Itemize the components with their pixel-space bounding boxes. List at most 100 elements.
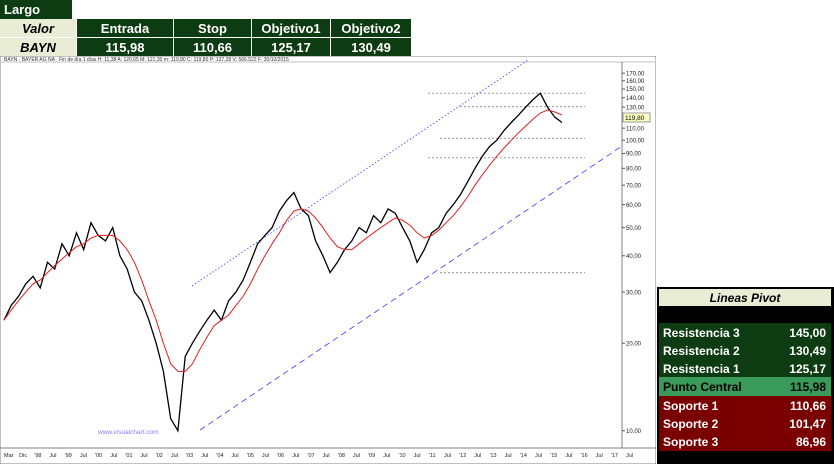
y-tick-label: 150,00 [626,87,645,93]
pivot-label: Resistencia 1 [663,361,740,376]
x-tick-label: Jul [201,453,208,459]
y-tick-label: 20,00 [626,341,642,347]
x-axis-ticks: Mar Dic '98 Jul '99 Jul '00 Jul '01 Jul '02 Jul '03 J… [4,453,633,459]
x-tick-label: '07 [307,453,314,459]
value-ticker: BAYN [0,38,76,56]
x-tick-label: Jul [110,453,117,459]
x-tick-label: '06 [277,453,284,459]
header-valor: Valor [0,19,76,37]
y-tick-label: 140,00 [626,96,645,102]
x-tick-label: '09 [368,453,375,459]
value-stop: 110,66 [174,38,251,56]
x-tick-label: Jul [262,453,269,459]
x-tick-label: Jul [535,453,542,459]
chart-info-line: BAYN · BAYER AG NA · Fin de día 1 días H… [4,57,289,63]
x-tick-label: Dic [19,453,27,459]
x-tick-label: '15 [550,453,557,459]
x-tick-label: Jul [474,453,481,459]
x-tick-label: Jul [505,453,512,459]
y-tick-label: 30,00 [626,290,642,296]
x-tick-label: '99 [65,453,72,459]
y-tick-label: 160,00 [626,79,645,85]
pivot-row-soporte-1: Soporte 1 110,66 [659,396,831,415]
x-tick-label: Jul [626,453,633,459]
y-tick-label: 110,00 [626,126,645,132]
x-tick-label: '04 [216,453,223,459]
pivot-value: 101,47 [789,416,826,431]
x-tick-label: Jul [141,453,148,459]
x-tick-label: Jul [414,453,421,459]
y-tick-label: 70,00 [626,183,642,189]
x-tick-label: Jul [80,453,87,459]
y-tick-label: 100,00 [626,138,645,144]
pivot-value: 130,49 [789,343,826,358]
x-tick-label: Jul [383,453,390,459]
y-tick-label: 130,00 [626,105,645,111]
x-tick-label: '98 [34,453,41,459]
pivot-title: Lineas Pivot [659,289,831,306]
x-tick-label: '14 [520,453,527,459]
y-tick-label: 80,00 [626,167,642,173]
pivot-value: 125,17 [789,361,826,376]
x-tick-label: Jul [444,453,451,459]
pivot-value: 110,66 [789,398,826,413]
y-tick-label: 90,00 [626,152,642,158]
x-tick-label: '13 [489,453,496,459]
x-tick-label: '16 [580,453,587,459]
pivot-label: Resistencia 2 [663,343,740,358]
x-tick-label: Jul [232,453,239,459]
trend-channels [191,59,623,431]
pivot-row-punto-central: Punto Central 115,98 [659,377,831,396]
x-tick-label: '11 [429,453,436,459]
x-tick-label: Jul [353,453,360,459]
x-tick-label: '05 [247,453,254,459]
header-objetivo1: Objetivo1 [252,19,330,37]
pivot-label: Punto Central [663,379,742,394]
pivot-label: Soporte 2 [663,416,719,431]
pivot-row-resistencia-3: Resistencia 3 145,00 [659,323,831,342]
header-stop: Stop [174,19,251,37]
pivot-label: Soporte 3 [663,434,719,449]
pivot-label: Resistencia 3 [663,325,740,340]
value-entrada: 115,98 [77,38,173,56]
pivot-label: Soporte 1 [663,398,719,413]
pivot-row-soporte-3: Soporte 3 86,96 [659,432,831,451]
y-tick-label: 170,00 [626,71,645,77]
pivot-row-resistencia-1: Resistencia 1 125,17 [659,359,831,378]
price-series-line [3,92,563,433]
x-tick-label: '17 [611,453,618,459]
header-objetivo2: Objetivo2 [331,19,411,37]
watermark: www.visualchart.com [97,429,159,436]
x-tick-label: Jul [292,453,299,459]
pivot-value: 86,96 [795,434,826,449]
x-tick-label: Jul [565,453,572,459]
x-tick-label: '12 [459,453,466,459]
price-chart[interactable]: BAYN · BAYER AG NA · Fin de día 1 días H… [0,56,656,464]
pivot-value: 145,00 [789,325,826,340]
trend-channel-line [191,59,529,287]
header-entrada: Entrada [77,19,173,37]
y-tick-label: 40,00 [626,254,642,260]
last-price-label: 119,80 [625,115,645,122]
trend-channel-line [199,145,623,431]
moving-average-line [3,109,563,372]
x-tick-label: Mar [4,453,14,459]
x-tick-label: '10 [398,453,405,459]
x-tick-label: Jul [50,453,57,459]
x-tick-label: Jul [596,453,603,459]
y-tick-label: 10,00 [626,429,642,435]
x-tick-label: '02 [156,453,163,459]
x-tick-label: Jul [323,453,330,459]
x-tick-label: '01 [125,453,132,459]
x-tick-label: Jul [171,453,178,459]
pivot-panel: Lineas Pivot Resistencia 3 145,00 Resiste… [657,287,834,464]
y-tick-label: 60,00 [626,203,642,209]
y-tick-label: 50,00 [626,226,642,232]
value-objetivo2: 130,49 [331,38,411,56]
x-tick-label: '00 [95,453,102,459]
trade-summary: Largo Valor Entrada Stop Objetivo1 Objet… [0,0,412,56]
value-objetivo1: 125,17 [252,38,330,56]
trade-title: Largo [0,0,72,19]
x-tick-label: '03 [186,453,193,459]
pivot-row-soporte-2: Soporte 2 101,47 [659,414,831,433]
